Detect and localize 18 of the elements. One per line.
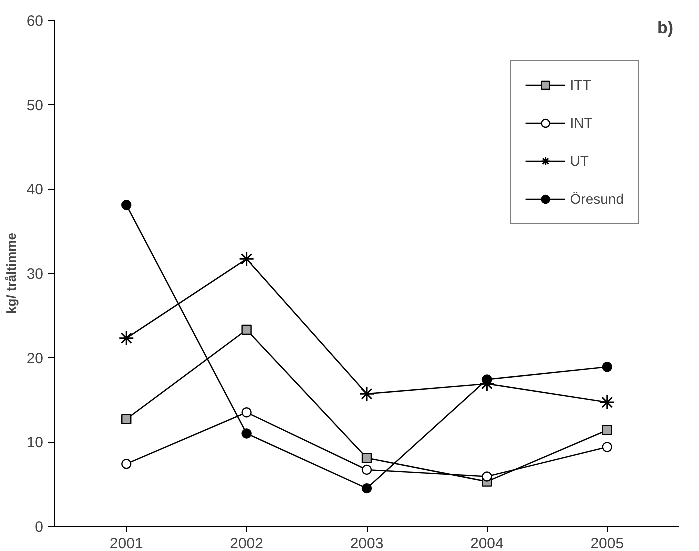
legend-label: INT bbox=[570, 115, 593, 131]
x-tick-label: 2004 bbox=[470, 536, 504, 551]
y-tick-label: 50 bbox=[26, 97, 44, 114]
y-tick-label: 20 bbox=[26, 350, 44, 368]
x-tick-label: 2002 bbox=[230, 536, 264, 551]
legend-label: Öresund bbox=[570, 191, 624, 207]
y-tick-label: 10 bbox=[26, 434, 44, 452]
x-tick-label: 2001 bbox=[110, 536, 144, 551]
y-axis-title: kg/ tråltimme bbox=[4, 233, 19, 314]
annotation: b) bbox=[657, 18, 674, 38]
y-tick-label: 30 bbox=[26, 266, 44, 283]
x-tick-label: 2003 bbox=[350, 536, 384, 551]
x-tick-label: 2005 bbox=[590, 536, 624, 551]
legend-label: UT bbox=[570, 153, 590, 169]
y-tick-label: 0 bbox=[35, 519, 44, 536]
y-tick-label: 40 bbox=[26, 182, 44, 199]
legend-label: ITT bbox=[570, 77, 592, 93]
y-tick-label: 60 bbox=[26, 13, 44, 30]
